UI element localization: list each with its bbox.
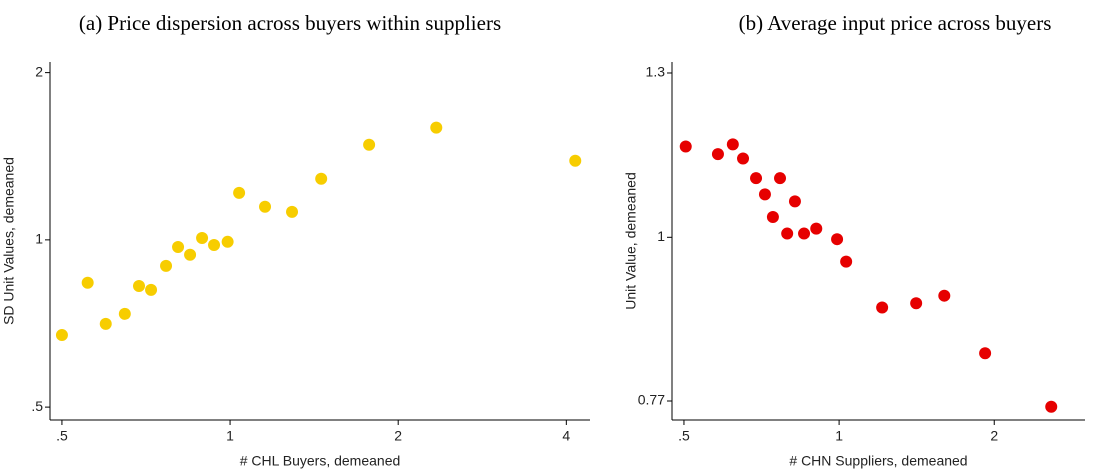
point — [430, 121, 443, 134]
x-tick-label: 2 — [394, 428, 402, 444]
point — [160, 259, 173, 272]
point — [979, 347, 992, 360]
point — [259, 200, 272, 213]
x-tick-label: .5 — [678, 428, 690, 444]
point — [758, 188, 771, 201]
y-tick-label: 1 — [35, 231, 43, 247]
point — [781, 227, 794, 240]
panel-title: (b) Average input price across buyers — [739, 11, 1052, 35]
point — [184, 248, 197, 261]
point — [118, 307, 131, 320]
point — [81, 276, 94, 289]
panel-title: (a) Price dispersion across buyers withi… — [79, 11, 501, 35]
point — [711, 148, 724, 161]
point — [766, 210, 779, 223]
y-tick-label: 0.77 — [638, 392, 665, 408]
y-axis-label: SD Unit Values, demeaned — [1, 157, 17, 325]
x-tick-label: 2 — [990, 428, 998, 444]
point — [876, 301, 889, 314]
point — [363, 138, 376, 151]
point — [233, 186, 246, 199]
point — [737, 152, 750, 165]
x-tick-label: .5 — [56, 428, 68, 444]
point — [831, 233, 844, 246]
point — [840, 255, 853, 268]
x-tick-label: 1 — [835, 428, 843, 444]
point — [1045, 400, 1058, 413]
point — [286, 205, 299, 218]
point — [315, 172, 328, 185]
point — [196, 231, 209, 244]
point — [55, 329, 68, 342]
point — [798, 227, 811, 240]
y-tick-label: 1.3 — [646, 64, 666, 80]
point — [208, 238, 221, 251]
point — [99, 317, 112, 330]
y-tick-label: 2 — [35, 63, 43, 79]
point — [133, 279, 146, 292]
y-tick-label: .5 — [31, 398, 43, 414]
y-axis-label: Unit Value, demeaned — [623, 172, 639, 310]
x-tick-label: 4 — [562, 428, 570, 444]
point — [172, 240, 185, 253]
x-tick-label: 1 — [226, 428, 234, 444]
y-tick-label: 1 — [657, 228, 665, 244]
point — [569, 154, 582, 167]
point — [938, 289, 951, 302]
point — [726, 138, 739, 151]
point — [221, 235, 234, 248]
point — [788, 195, 801, 208]
point — [910, 297, 923, 310]
x-axis-label: # CHN Suppliers, demeaned — [789, 453, 967, 469]
x-axis-label: # CHL Buyers, demeaned — [240, 453, 401, 469]
point — [679, 140, 692, 153]
point — [774, 172, 787, 185]
point — [750, 172, 763, 185]
point — [810, 222, 823, 235]
point — [145, 283, 158, 296]
